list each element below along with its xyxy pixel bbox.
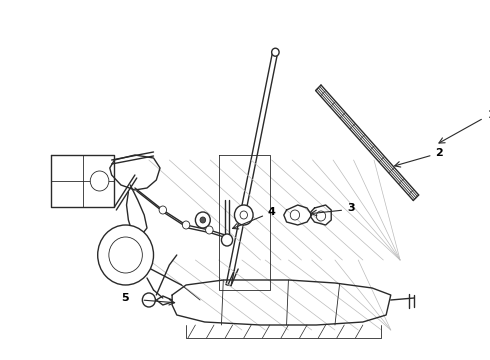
Text: 2: 2 [436, 148, 443, 158]
Text: 5: 5 [121, 293, 128, 303]
Circle shape [317, 211, 326, 221]
Text: 1: 1 [488, 110, 490, 120]
Circle shape [159, 206, 167, 214]
Circle shape [182, 221, 190, 229]
Circle shape [234, 205, 253, 225]
Circle shape [90, 171, 109, 191]
Circle shape [221, 234, 233, 246]
Text: 3: 3 [347, 203, 355, 213]
Circle shape [240, 211, 247, 219]
Circle shape [143, 293, 155, 307]
Circle shape [271, 48, 279, 56]
Circle shape [109, 237, 143, 273]
Circle shape [206, 226, 213, 234]
Circle shape [290, 210, 299, 220]
Circle shape [196, 212, 210, 228]
Circle shape [98, 225, 153, 285]
Text: 4: 4 [268, 207, 276, 217]
Circle shape [200, 217, 206, 223]
